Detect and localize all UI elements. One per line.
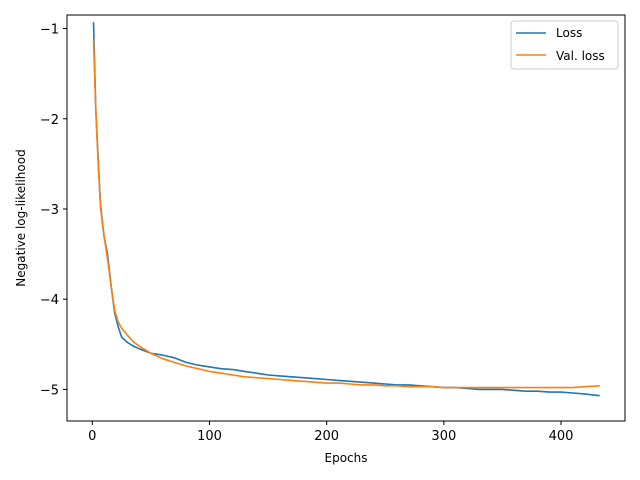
x-axis: 0 100 200 300 400	[88, 421, 573, 444]
y-tick-label: −1	[40, 23, 59, 38]
x-tick-label: 400	[549, 429, 574, 444]
y-axis-label: Negative log-likelihood	[14, 149, 28, 286]
y-tick-label: −4	[40, 293, 59, 308]
x-tick-label: 100	[197, 429, 222, 444]
x-tick-label: 0	[88, 429, 96, 444]
x-axis-label: Epochs	[325, 451, 368, 465]
plot-frame	[66, 14, 626, 422]
series-line-loss	[92, 22, 600, 397]
x-tick-label: 200	[314, 429, 339, 444]
legend: Loss Val. loss	[510, 20, 619, 70]
y-axis: −1 −2 −3 −4 −5	[40, 23, 67, 398]
legend-label-val-loss: Val. loss	[556, 49, 605, 63]
legend-label-loss: Loss	[556, 26, 582, 40]
x-tick-label: 300	[431, 429, 456, 444]
series-layer	[92, 22, 600, 397]
y-tick-label: −5	[40, 383, 59, 398]
plot-area	[67, 15, 625, 421]
series-line-val-loss	[92, 39, 600, 389]
y-tick-label: −3	[40, 203, 59, 218]
y-tick-label: −2	[40, 113, 59, 128]
